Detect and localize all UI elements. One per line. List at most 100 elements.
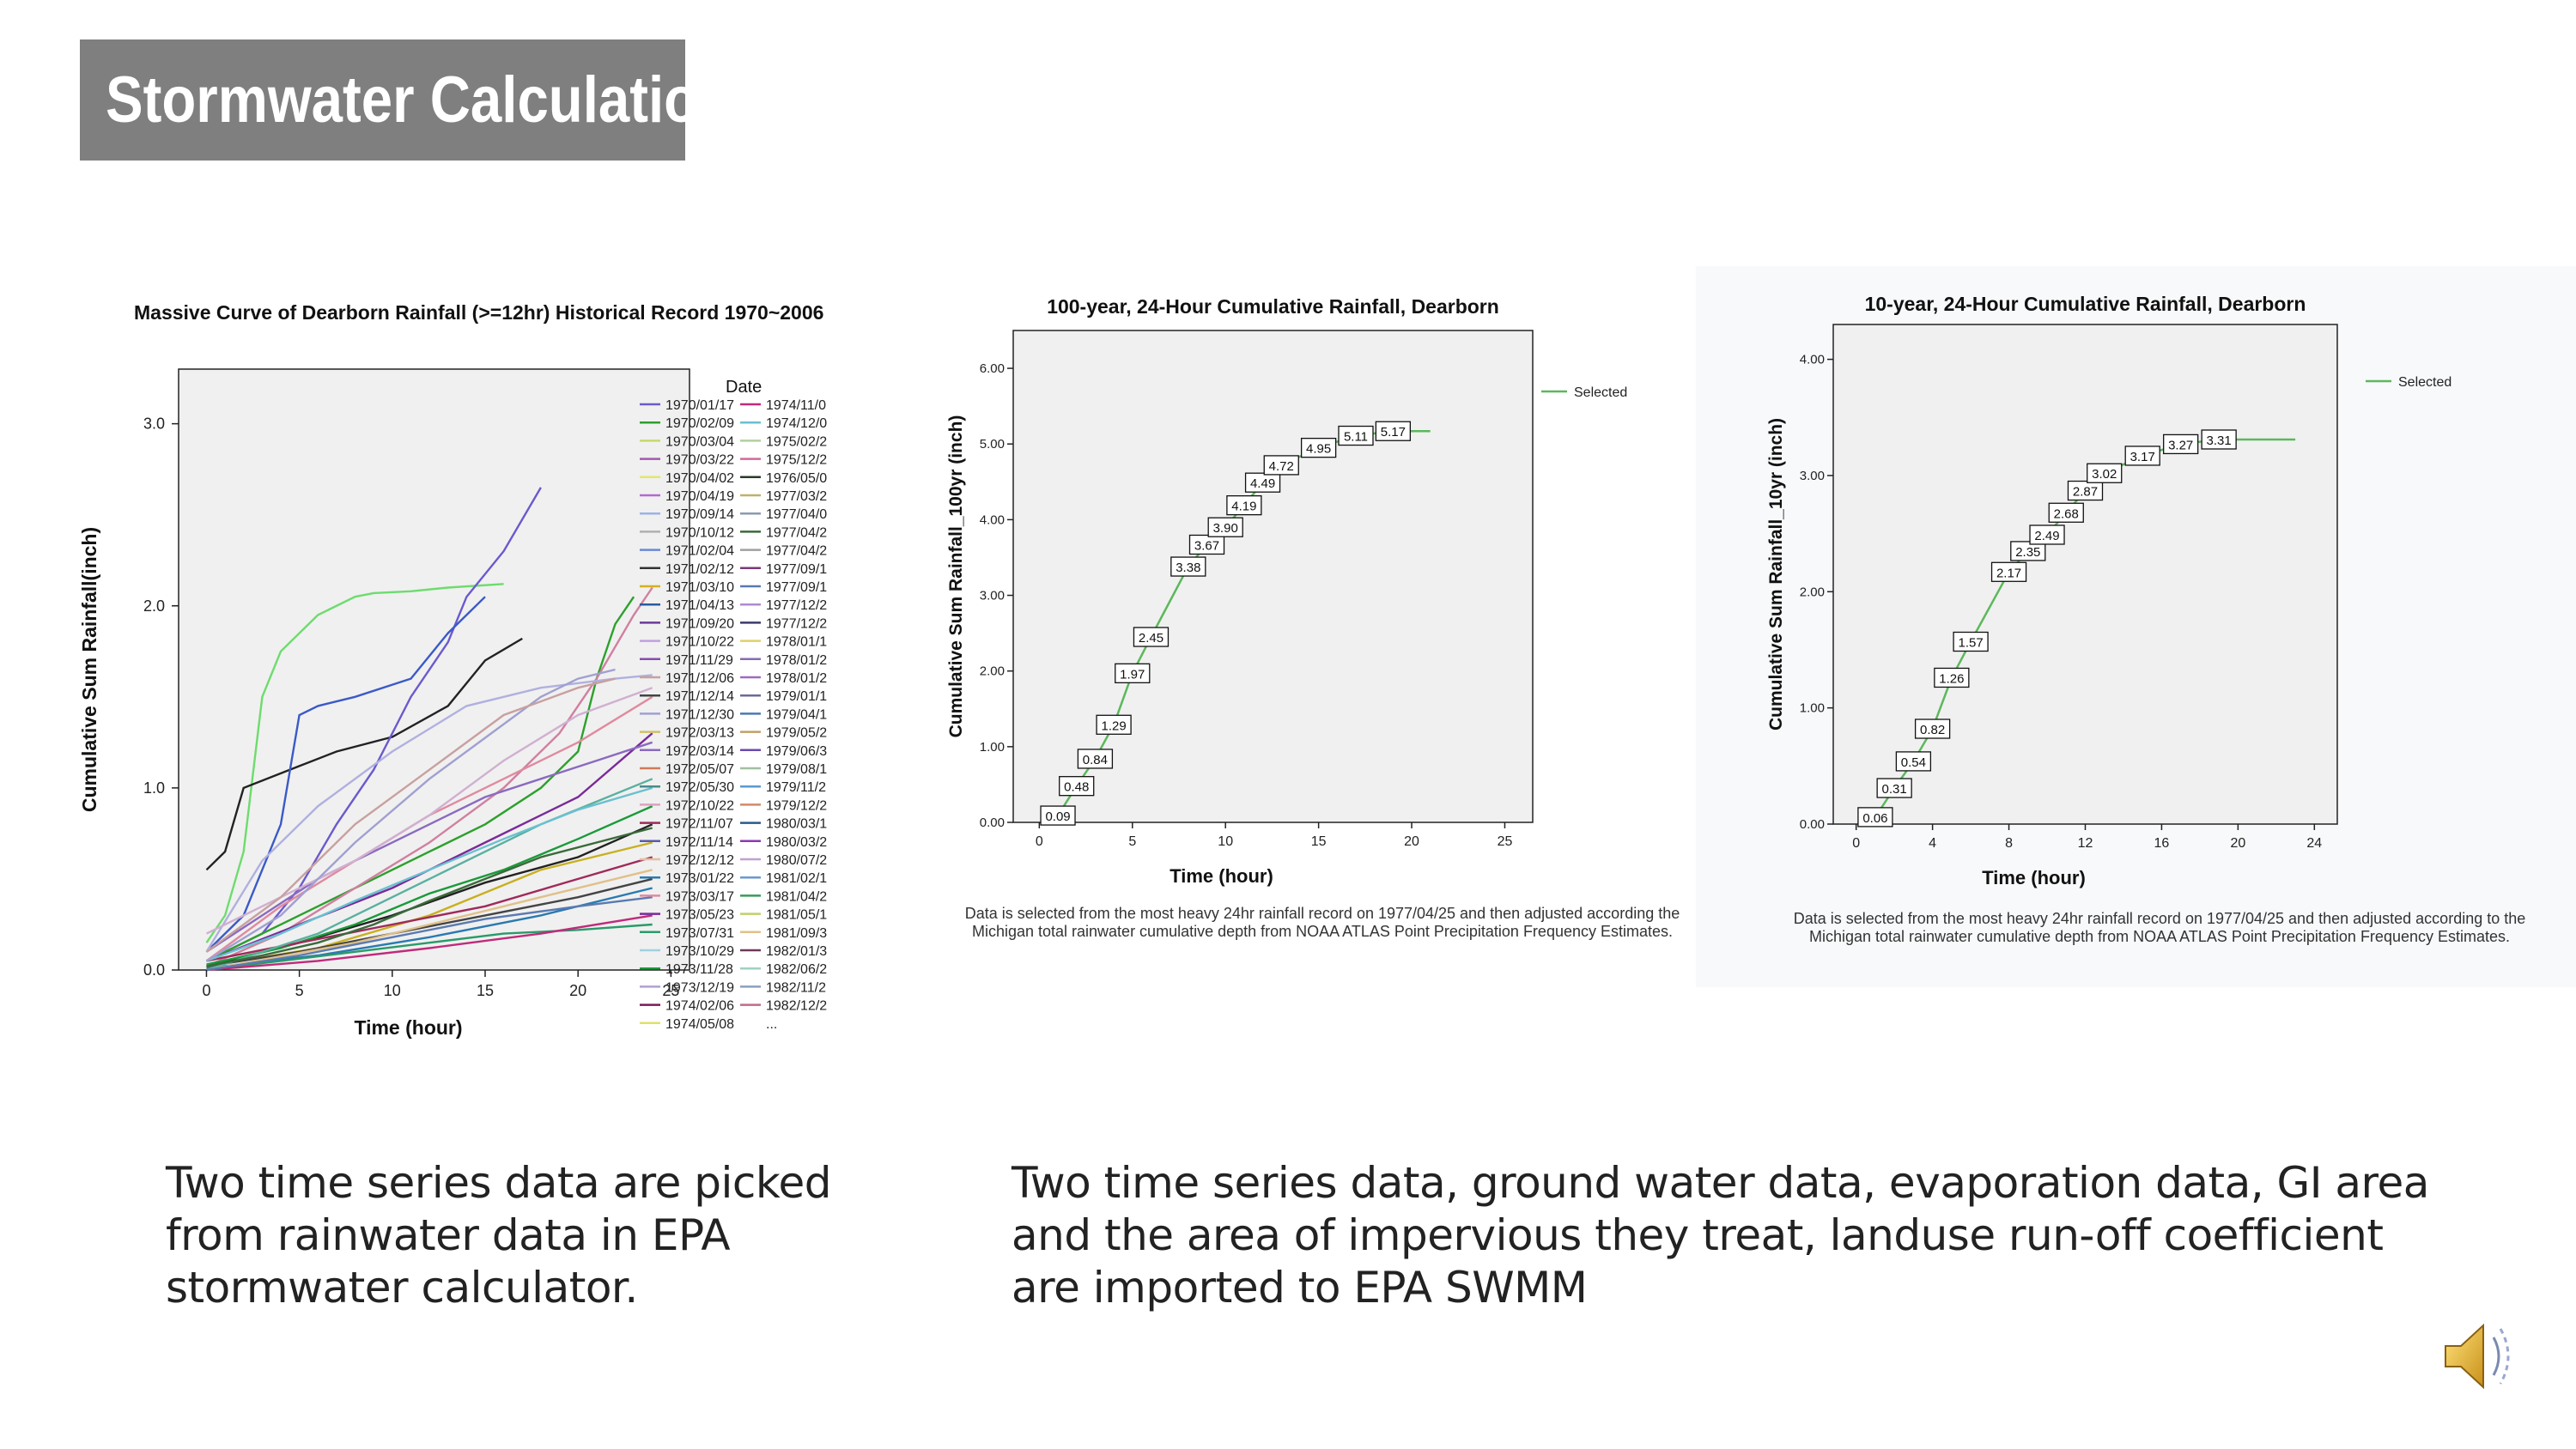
legend-label: 1980/03/2 [766,835,827,850]
series-line-25 [205,677,616,953]
legend-label: Selected [1574,385,1627,400]
x-tick-label: 25 [662,982,679,999]
y-tick-label: 3.00 [980,589,1005,603]
x-tick-label: 15 [477,982,494,999]
data-label-box [1115,663,1151,683]
legend-label: 1977/09/1 [766,562,827,577]
x-tick-label: 25 [1498,834,1513,849]
legend-label: Selected [2398,375,2451,390]
series-line-1 [205,637,523,871]
legend-label: 1976/05/0 [766,471,827,486]
y-tick-label: 4.00 [1800,353,1825,367]
data-label-box [1300,437,1337,458]
legend-label: 1977/04/2 [766,525,827,540]
legend-label: 1972/05/07 [665,762,734,777]
data-label-box [1934,667,1970,688]
x-tick-label: 16 [2154,836,2170,851]
legend-label: 1974/12/0 [766,416,827,431]
y-tick-label: 1.0 [143,779,165,797]
series-line-15 [206,923,653,972]
x-tick-label: 20 [2230,836,2245,851]
legend-label: 1974/05/08 [665,1017,734,1032]
data-label: 2.68 [2054,506,2079,521]
data-label-box [1263,455,1299,476]
legend-label: 1971/04/13 [665,598,734,613]
y-tick-label: 3.00 [1800,469,1825,483]
legend-label: 1971/10/22 [665,635,734,650]
series-line-19 [206,914,653,972]
data-label: 1.26 [1939,671,1964,686]
data-label: 0.84 [1083,753,1108,767]
legend-label: 1972/12/12 [665,853,734,868]
x-tick-label: 10 [1218,834,1233,849]
massive-curve-chart: Massive Curve of Dearborn Rainfall (>=12… [69,296,927,1052]
data-label: 2.45 [1139,631,1163,646]
series-line-3 [205,596,486,953]
series-line-20 [206,786,653,962]
x-tick-label: 24 [2306,836,2322,851]
data-label-box [2124,446,2160,466]
series-line-5 [206,586,653,967]
x-tick-label: 0 [1036,834,1043,849]
legend-label: 1971/02/04 [665,544,734,559]
x-tick-label: 0 [1852,836,1860,851]
data-label: 4.49 [1250,476,1275,491]
legend-label: 1970/01/17 [665,398,734,413]
legend-label: 1971/12/30 [665,707,734,722]
chart-title: Massive Curve of Dearborn Rainfall (>=12… [134,301,823,324]
legend-label: 1975/02/2 [766,434,827,449]
legend-label: 1970/04/19 [665,489,734,504]
series-line-8 [206,805,653,966]
data-label: 2.49 [2034,529,2059,543]
rainfall-10yr-svg: 10-year, 24-Hour Cumulative Rainfall, De… [1766,293,2451,888]
legend-label: 1973/01/22 [665,871,734,886]
legend-label: 1981/09/3 [766,926,827,941]
x-tick-label: 15 [1311,834,1327,849]
data-label: 1.97 [1120,667,1145,682]
data-label: 1.57 [1958,636,1983,651]
legend-label: 1970/03/22 [665,453,734,468]
speaker-icon[interactable] [2439,1313,2524,1399]
data-label-box [1876,778,1912,798]
series-line-0 [205,583,504,943]
data-label-box [1338,425,1374,446]
y-tick-label: 1.00 [980,740,1005,755]
legend-label: 1973/03/17 [665,889,734,904]
legend-label: 1978/01/2 [766,653,827,668]
data-label-box [1914,718,1951,739]
data-label: 2.35 [2015,545,2040,560]
legend-label: 1973/12/19 [665,980,734,995]
legend-label: 1972/03/13 [665,726,734,741]
data-label: 2.17 [1996,566,2021,580]
legend-label: 1970/03/04 [665,434,734,449]
series-line-2 [205,487,542,962]
chart-note-10yr: Data is selected from the most heavy 24h… [1793,910,2526,945]
legend-label: 1972/11/14 [665,835,733,850]
caption-right: Two time series data, ground water data,… [1012,1158,2429,1313]
y-axis-label: Cumulative Sum Rainfall_10yr (inch) [1766,418,1786,731]
legend-label: 1979/05/2 [766,726,827,741]
legend-label: 1977/09/1 [766,580,827,595]
legend-label: 1971/02/12 [665,562,734,577]
data-label-box [1953,631,1989,652]
y-tick-label: 1.00 [1800,701,1825,716]
legend-label: 1973/07/31 [665,926,734,941]
legend-label: 1970/04/02 [665,471,734,486]
y-tick-label: 0.00 [1800,817,1825,832]
y-tick-label: 2.00 [1800,585,1825,599]
data-label-box [2048,502,2084,523]
data-label: 0.54 [1901,755,1926,770]
y-tick-label: 0.0 [143,961,165,979]
legend-label: 1975/12/2 [766,453,827,468]
legend-label: 1974/11/0 [766,398,826,413]
legend-label: 1982/12/2 [766,999,827,1014]
data-label-box [1895,751,1932,772]
data-label: 0.82 [1920,723,1945,737]
data-label-box [1188,534,1225,555]
data-label-box [2029,524,2065,545]
y-tick-label: 2.00 [980,664,1005,679]
legend-title: Date [726,378,762,397]
legend-label: 1978/01/1 [766,635,827,650]
legend-label: 1977/12/2 [766,616,827,631]
legend-label: 1979/11/2 [766,780,826,795]
